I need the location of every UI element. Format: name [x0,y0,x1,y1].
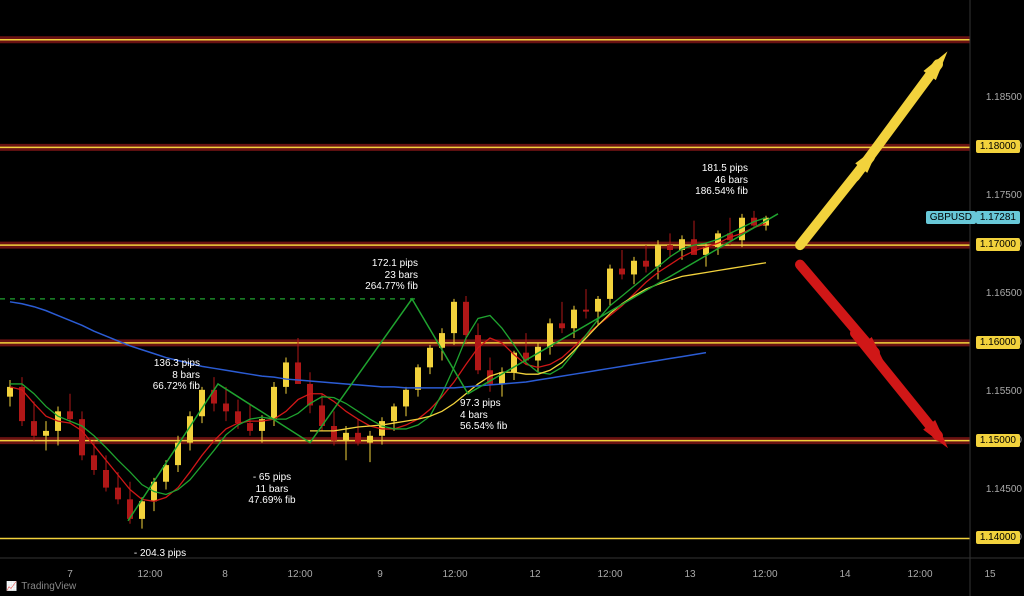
x-tick: 12:00 [907,569,932,580]
price-flag: 1.15000 [976,434,1020,447]
x-tick: 12:00 [287,569,312,580]
x-tick: 12 [529,569,540,580]
x-tick: 7 [67,569,73,580]
price-flag: 1.16000 [976,336,1020,349]
last-price-badge: 1.17281 [976,211,1020,224]
x-tick: 8 [222,569,228,580]
x-tick: 12:00 [752,569,777,580]
x-tick: 12:00 [442,569,467,580]
chart-annotation: - 204.3 pips [134,548,186,560]
price-flag: 1.14000 [976,531,1020,544]
chart-annotation: 172.1 pips23 bars264.77% fib [365,258,418,293]
chart-container: Financebroker published on TradingView.c… [0,0,1024,596]
chart-svg [0,0,1024,596]
x-tick: 12:00 [597,569,622,580]
chart-annotation: 136.3 pips8 bars66.72% fib [153,358,200,393]
price-flag: 1.17000 [976,238,1020,251]
x-tick: 14 [839,569,850,580]
x-tick: 15 [984,569,995,580]
x-tick: 13 [684,569,695,580]
x-tick: 9 [377,569,383,580]
y-tick: 1.15500 [972,386,1022,397]
chart-annotation: 181.5 pips46 bars186.54% fib [695,163,748,198]
chart-annotation: - 65 pips11 bars47.69% fib [248,472,295,507]
y-tick: 1.17500 [972,190,1022,201]
pair-badge: GBPUSD [926,211,976,224]
x-tick: 12:00 [137,569,162,580]
y-tick: 1.16500 [972,288,1022,299]
price-flag: 1.18000 [976,140,1020,153]
chart-annotation: 97.3 pips4 bars56.54% fib [460,398,507,433]
tradingview-logo: TradingView [6,581,76,592]
y-tick: 1.18500 [972,92,1022,103]
y-tick: 1.14500 [972,484,1022,495]
